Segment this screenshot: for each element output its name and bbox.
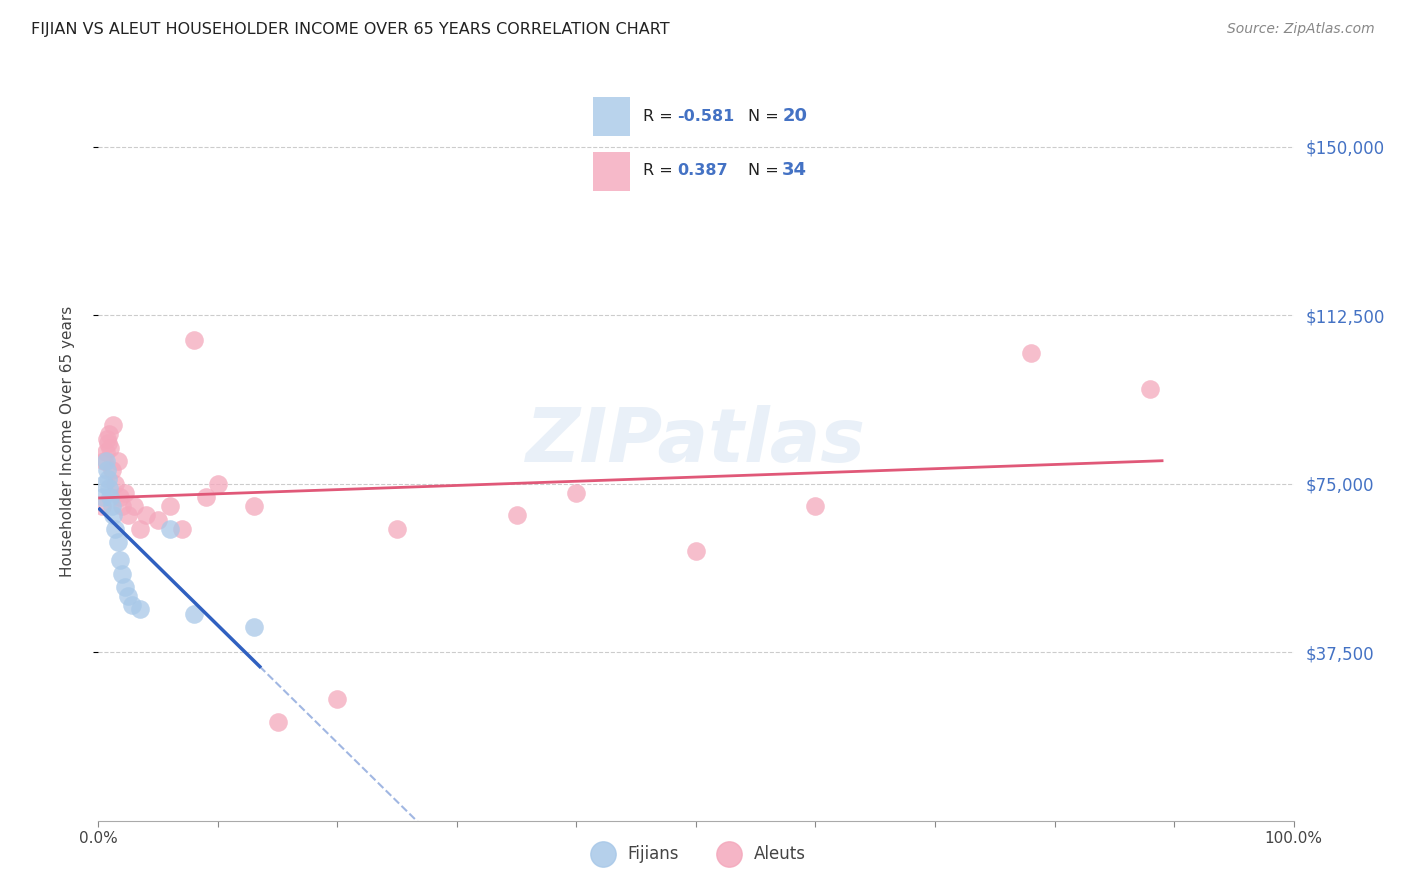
Point <box>159 499 181 513</box>
Point <box>96 463 118 477</box>
Point <box>243 620 266 634</box>
Point <box>385 522 409 536</box>
Point <box>148 513 170 527</box>
Point <box>183 333 205 347</box>
Point <box>117 508 139 522</box>
Point <box>114 485 136 500</box>
Point <box>98 441 122 455</box>
Point <box>129 522 152 536</box>
Point <box>98 427 121 442</box>
Point <box>124 499 146 513</box>
Point <box>135 508 157 522</box>
Point <box>117 589 139 603</box>
Point <box>129 602 152 616</box>
Point <box>93 476 115 491</box>
Point <box>111 566 134 581</box>
Point <box>804 499 827 513</box>
Point <box>1139 382 1161 396</box>
Point <box>97 436 120 450</box>
Point <box>108 490 131 504</box>
Point <box>1019 346 1042 360</box>
Y-axis label: Householder Income Over 65 years: Householder Income Over 65 years <box>60 306 75 577</box>
Point <box>114 580 136 594</box>
Point <box>98 481 121 495</box>
Point <box>96 432 118 446</box>
Point <box>100 499 122 513</box>
Point <box>326 692 349 706</box>
Point <box>101 418 124 433</box>
Point <box>121 598 143 612</box>
Point <box>108 553 131 567</box>
Point <box>159 522 181 536</box>
Point <box>107 535 129 549</box>
Point <box>506 508 529 522</box>
Point <box>104 476 127 491</box>
Point <box>100 463 122 477</box>
Point <box>104 522 127 536</box>
Point <box>91 490 114 504</box>
Point <box>93 454 115 468</box>
Text: ZIPatlas: ZIPatlas <box>526 405 866 478</box>
Point <box>111 499 134 513</box>
Legend: Fijians, Aleuts: Fijians, Aleuts <box>579 838 813 869</box>
Point <box>172 522 194 536</box>
Point <box>195 490 218 504</box>
Point <box>91 499 114 513</box>
Point <box>183 607 205 621</box>
Point <box>107 454 129 468</box>
Point <box>243 499 266 513</box>
Point <box>94 445 117 459</box>
Point <box>207 476 229 491</box>
Point <box>94 454 117 468</box>
Point <box>565 485 588 500</box>
Point <box>98 490 122 504</box>
Point <box>97 472 120 486</box>
Point <box>101 508 124 522</box>
Point <box>267 714 290 729</box>
Text: Source: ZipAtlas.com: Source: ZipAtlas.com <box>1227 22 1375 37</box>
Point <box>685 544 707 558</box>
Text: FIJIAN VS ALEUT HOUSEHOLDER INCOME OVER 65 YEARS CORRELATION CHART: FIJIAN VS ALEUT HOUSEHOLDER INCOME OVER … <box>31 22 669 37</box>
